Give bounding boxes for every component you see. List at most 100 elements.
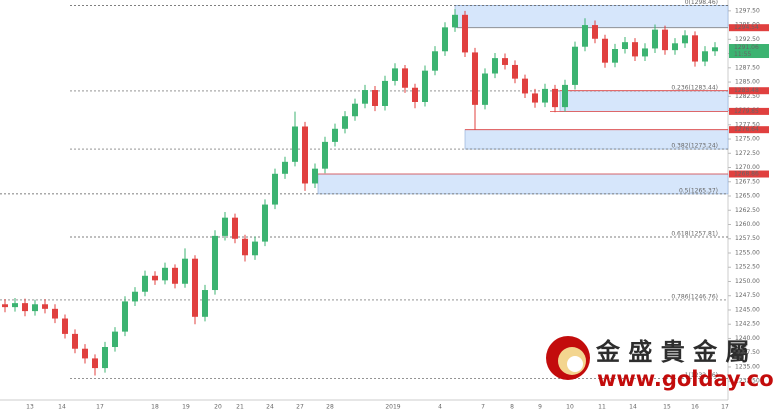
candle-body — [692, 35, 698, 62]
price-tag — [729, 24, 769, 32]
y-tick-label: 1255.00 — [735, 249, 760, 256]
x-tick-label: 8 — [510, 404, 514, 411]
candle-body — [22, 303, 28, 312]
candle-body — [372, 90, 378, 106]
watermark-name: 金 盛 貴 金 屬 — [595, 338, 749, 366]
watermark-url: www.golday.com — [597, 367, 774, 391]
x-tick-label: 17 — [721, 404, 729, 411]
y-tick-label: 1247.50 — [735, 292, 760, 299]
candle-body — [462, 14, 468, 53]
candle-body — [192, 258, 198, 317]
candle-body — [302, 126, 308, 184]
candle-body — [672, 43, 678, 51]
y-tick-label: 1285.00 — [735, 79, 760, 86]
price-tag — [729, 126, 769, 134]
candle-body — [142, 275, 148, 292]
x-tick-label: 14 — [58, 404, 66, 411]
candle-body — [282, 161, 288, 174]
x-tick-label: 28 — [326, 404, 334, 411]
y-tick-label: 1262.50 — [735, 207, 760, 214]
fib-label: 0.5(1265.37) — [679, 187, 718, 194]
candle-body — [652, 29, 658, 49]
candle-body — [232, 217, 238, 239]
fib-label: 0.618(1257.81) — [671, 230, 718, 237]
x-tick-label: 11 — [598, 404, 606, 411]
candle-body — [582, 25, 588, 47]
candle-body — [312, 168, 318, 184]
candle-body — [592, 25, 598, 39]
candle-body — [662, 29, 668, 51]
logo — [567, 356, 583, 372]
candle-body — [452, 14, 458, 28]
candle-body — [112, 331, 118, 348]
y-tick-label: 1275.00 — [735, 136, 760, 143]
candle-body — [322, 141, 328, 169]
candle-body — [342, 116, 348, 129]
x-tick-label: 24 — [266, 404, 274, 411]
y-tick-label: 1260.00 — [735, 221, 760, 228]
price-tag-label: 1294.54 — [734, 24, 759, 31]
fib-label: 0.382(1273.24) — [671, 143, 718, 150]
candle-body — [122, 301, 128, 332]
y-tick-label: 1297.50 — [735, 7, 760, 14]
candle-body — [2, 304, 8, 308]
candle-body — [242, 238, 248, 256]
candle-body — [72, 333, 78, 349]
y-tick-label: 1292.50 — [735, 36, 760, 43]
y-tick-label: 1240.00 — [735, 335, 760, 342]
candle-body — [382, 80, 388, 106]
candle-body — [442, 27, 448, 52]
x-tick-label: 14 — [629, 404, 637, 411]
candle-body — [522, 78, 528, 94]
fib-label: 0.786(1246.76) — [671, 293, 718, 300]
candle-body — [492, 58, 498, 74]
y-tick-label: 1257.50 — [735, 235, 760, 242]
x-tick-label: 21 — [236, 404, 244, 411]
x-tick-label: 4 — [438, 404, 442, 411]
candle-body — [412, 87, 418, 102]
zone — [317, 173, 729, 195]
y-tick-label: 1232.50 — [735, 378, 760, 385]
candle-body — [642, 48, 648, 57]
x-tick-label: 9 — [538, 404, 542, 411]
y-tick-label: 1265.00 — [735, 193, 760, 200]
price-tag-label: 1268.86 — [734, 171, 759, 178]
candle-body — [702, 51, 708, 62]
candle-body — [632, 42, 638, 57]
price-tag — [729, 87, 769, 95]
candle-body — [182, 258, 188, 284]
candle-body — [552, 88, 558, 108]
price-tag-label: 1283.48 — [734, 87, 759, 94]
candle-body — [172, 267, 178, 284]
x-tick-label: 18 — [151, 404, 159, 411]
candle-body — [562, 84, 568, 108]
y-tick-label: 1245.00 — [735, 306, 760, 313]
y-tick-label: 1272.50 — [735, 150, 760, 157]
zone — [454, 5, 729, 28]
candle-body — [542, 88, 548, 103]
candle-body — [32, 304, 38, 312]
candle-body — [102, 347, 108, 369]
candle-body — [212, 235, 218, 291]
y-tick-label: 1252.50 — [735, 264, 760, 271]
x-tick-label: 27 — [296, 404, 304, 411]
candle-body — [682, 35, 688, 44]
candle-body — [62, 318, 68, 334]
candle-body — [712, 47, 718, 52]
x-tick-label: 17 — [96, 404, 104, 411]
price-tag-time: 11:55 — [734, 51, 751, 58]
candle-body — [222, 217, 228, 236]
candle-body — [272, 173, 278, 205]
candle-body — [132, 291, 138, 302]
y-tick-label: 1287.50 — [735, 64, 760, 71]
y-tick-label: 1270.00 — [735, 164, 760, 171]
watermark: 金 盛 貴 金 屬 www.golday.com — [546, 336, 774, 391]
x-tick-label: 16 — [691, 404, 699, 411]
y-tick-label: 1235.00 — [735, 363, 760, 370]
y-tick-label: 1282.50 — [735, 93, 760, 100]
candle-body — [42, 304, 48, 309]
candle-body — [572, 46, 578, 85]
price-tag — [729, 170, 769, 178]
price-tag — [729, 107, 769, 115]
